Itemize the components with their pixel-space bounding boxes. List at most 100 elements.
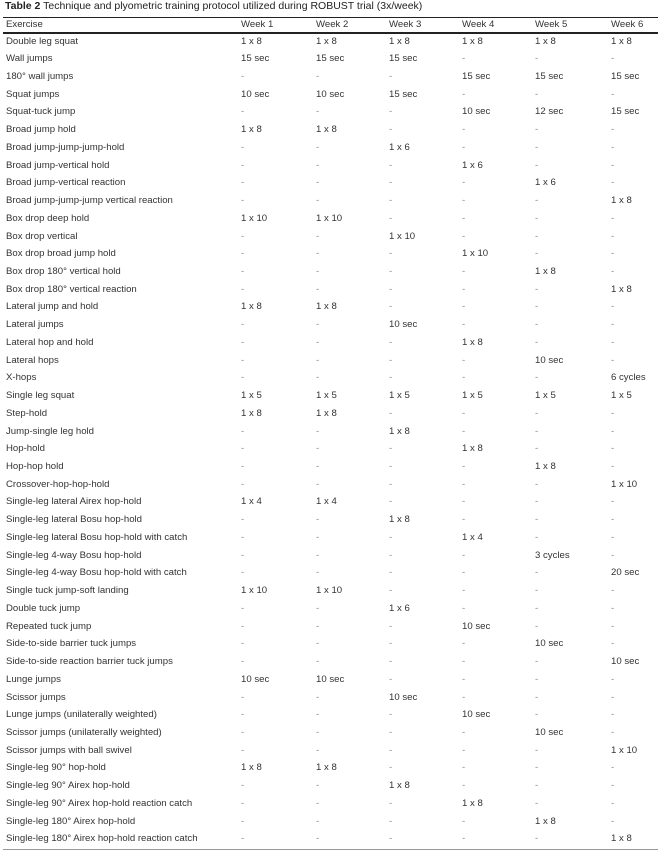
table-row: Single-leg 180° Airex hop-hold reaction … — [0, 830, 660, 848]
table-row: Step-hold 1 x 8 1 x 8 - - - - — [0, 405, 660, 423]
week-2-value: - — [316, 319, 320, 331]
week-4-value: - — [462, 602, 466, 614]
week-1-value: - — [241, 70, 245, 82]
week-4-value: - — [462, 762, 466, 774]
week-2-value: - — [316, 461, 320, 473]
table-row: Single-leg 90° hop-hold 1 x 8 1 x 8 - - - - — [0, 759, 660, 777]
week-4-value: 1 x 6 — [462, 159, 483, 171]
exercise-name: Box drop vertical — [6, 230, 78, 242]
exercise-name: Lateral jump and hold — [6, 301, 99, 313]
week-3-value: - — [389, 283, 393, 295]
column-header-week-6: Week 6 — [611, 19, 644, 30]
week-5-value: - — [535, 425, 539, 437]
week-4-value: - — [462, 496, 466, 508]
week-4-value: - — [462, 407, 466, 419]
table-row: X-hops - - - - - 6 cycles — [0, 369, 660, 387]
week-4-value: - — [462, 726, 466, 738]
week-4-value: 15 sec — [462, 70, 491, 82]
exercise-name: Repeated tuck jump — [6, 620, 92, 632]
week-3-value: - — [389, 673, 393, 685]
exercise-name: Broad jump hold — [6, 124, 76, 136]
week-6-value: - — [611, 691, 615, 703]
week-4-value: 1 x 8 — [462, 797, 483, 809]
week-2-value: - — [316, 159, 320, 171]
week-4-value: - — [462, 124, 466, 136]
week-1-value: - — [241, 780, 245, 792]
week-4-value: - — [462, 673, 466, 685]
week-6-value: - — [611, 407, 615, 419]
week-3-value: 1 x 10 — [389, 230, 416, 242]
week-5-value: - — [535, 531, 539, 543]
week-1-value: - — [241, 372, 245, 384]
week-1-value: - — [241, 709, 245, 721]
week-5-value: - — [535, 780, 539, 792]
week-3-value: - — [389, 496, 393, 508]
week-3-value: - — [389, 585, 393, 597]
exercise-name: Single-leg lateral Bosu hop-hold with ca… — [6, 531, 188, 543]
header-rule — [3, 32, 658, 34]
week-1-value: - — [241, 602, 245, 614]
column-header-week-1: Week 1 — [241, 19, 274, 30]
week-6-value: 1 x 8 — [611, 35, 632, 47]
week-5-value: - — [535, 230, 539, 242]
week-6-value: - — [611, 141, 615, 153]
week-1-value: 1 x 10 — [241, 585, 268, 597]
week-3-value: - — [389, 443, 393, 455]
exercise-name: Single-leg 90° hop-hold — [6, 762, 106, 774]
week-3-value: 1 x 8 — [389, 514, 410, 526]
week-2-value: - — [316, 709, 320, 721]
week-5-value: - — [535, 620, 539, 632]
exercise-name: Single-leg lateral Bosu hop-hold — [6, 514, 142, 526]
week-3-value: - — [389, 762, 393, 774]
table-row: Lateral hops - - - - 10 sec - — [0, 352, 660, 370]
week-4-value: 1 x 5 — [462, 390, 483, 402]
week-2-value: - — [316, 780, 320, 792]
exercise-name: Box drop deep hold — [6, 212, 90, 224]
exercise-name: Single-leg 4-way Bosu hop-hold with catc… — [6, 567, 187, 579]
week-6-value: 1 x 10 — [611, 478, 638, 490]
exercise-name: Single-leg 90° Airex hop-hold — [6, 780, 130, 792]
week-3-value: - — [389, 354, 393, 366]
week-5-value: - — [535, 656, 539, 668]
week-5-value: - — [535, 833, 539, 845]
week-6-value: - — [611, 726, 615, 738]
table-row: Wall jumps 15 sec 15 sec 15 sec - - - — [0, 50, 660, 68]
week-1-value: 1 x 8 — [241, 407, 262, 419]
week-3-value: - — [389, 549, 393, 561]
week-6-value: - — [611, 443, 615, 455]
exercise-name: Squat-tuck jump — [6, 106, 76, 118]
week-5-value: - — [535, 744, 539, 756]
week-3-value: - — [389, 106, 393, 118]
column-header-exercise: Exercise — [6, 19, 43, 30]
column-header-week-4: Week 4 — [462, 19, 495, 30]
week-2-value: 1 x 8 — [316, 762, 337, 774]
week-4-value: - — [462, 195, 466, 207]
exercise-name: Box drop 180° vertical reaction — [6, 283, 137, 295]
exercise-name: Scissor jumps — [6, 691, 66, 703]
week-4-value: - — [462, 265, 466, 277]
exercise-name: Broad jump-vertical hold — [6, 159, 110, 171]
week-6-value: - — [611, 549, 615, 561]
week-5-value: - — [535, 602, 539, 614]
week-3-value: - — [389, 407, 393, 419]
week-4-value: - — [462, 833, 466, 845]
week-6-value: 1 x 5 — [611, 390, 632, 402]
week-2-value: - — [316, 425, 320, 437]
exercise-name: Single-leg 4-way Bosu hop-hold — [6, 549, 142, 561]
week-4-value: - — [462, 212, 466, 224]
week-5-value: - — [535, 478, 539, 490]
week-6-value: 15 sec — [611, 106, 640, 118]
exercise-name: Double leg squat — [6, 35, 79, 47]
week-2-value: 1 x 8 — [316, 407, 337, 419]
week-1-value: - — [241, 443, 245, 455]
week-5-value: - — [535, 797, 539, 809]
week-5-value: 1 x 8 — [535, 265, 556, 277]
week-5-value: - — [535, 407, 539, 419]
exercise-name: Single-leg 90° Airex hop-hold reaction c… — [6, 797, 193, 809]
week-3-value: - — [389, 265, 393, 277]
exercise-name: Side-to-side reaction barrier tuck jumps — [6, 656, 173, 668]
week-1-value: - — [241, 177, 245, 189]
week-2-value: - — [316, 106, 320, 118]
week-1-value: 1 x 4 — [241, 496, 262, 508]
week-5-value: 1 x 8 — [535, 35, 556, 47]
